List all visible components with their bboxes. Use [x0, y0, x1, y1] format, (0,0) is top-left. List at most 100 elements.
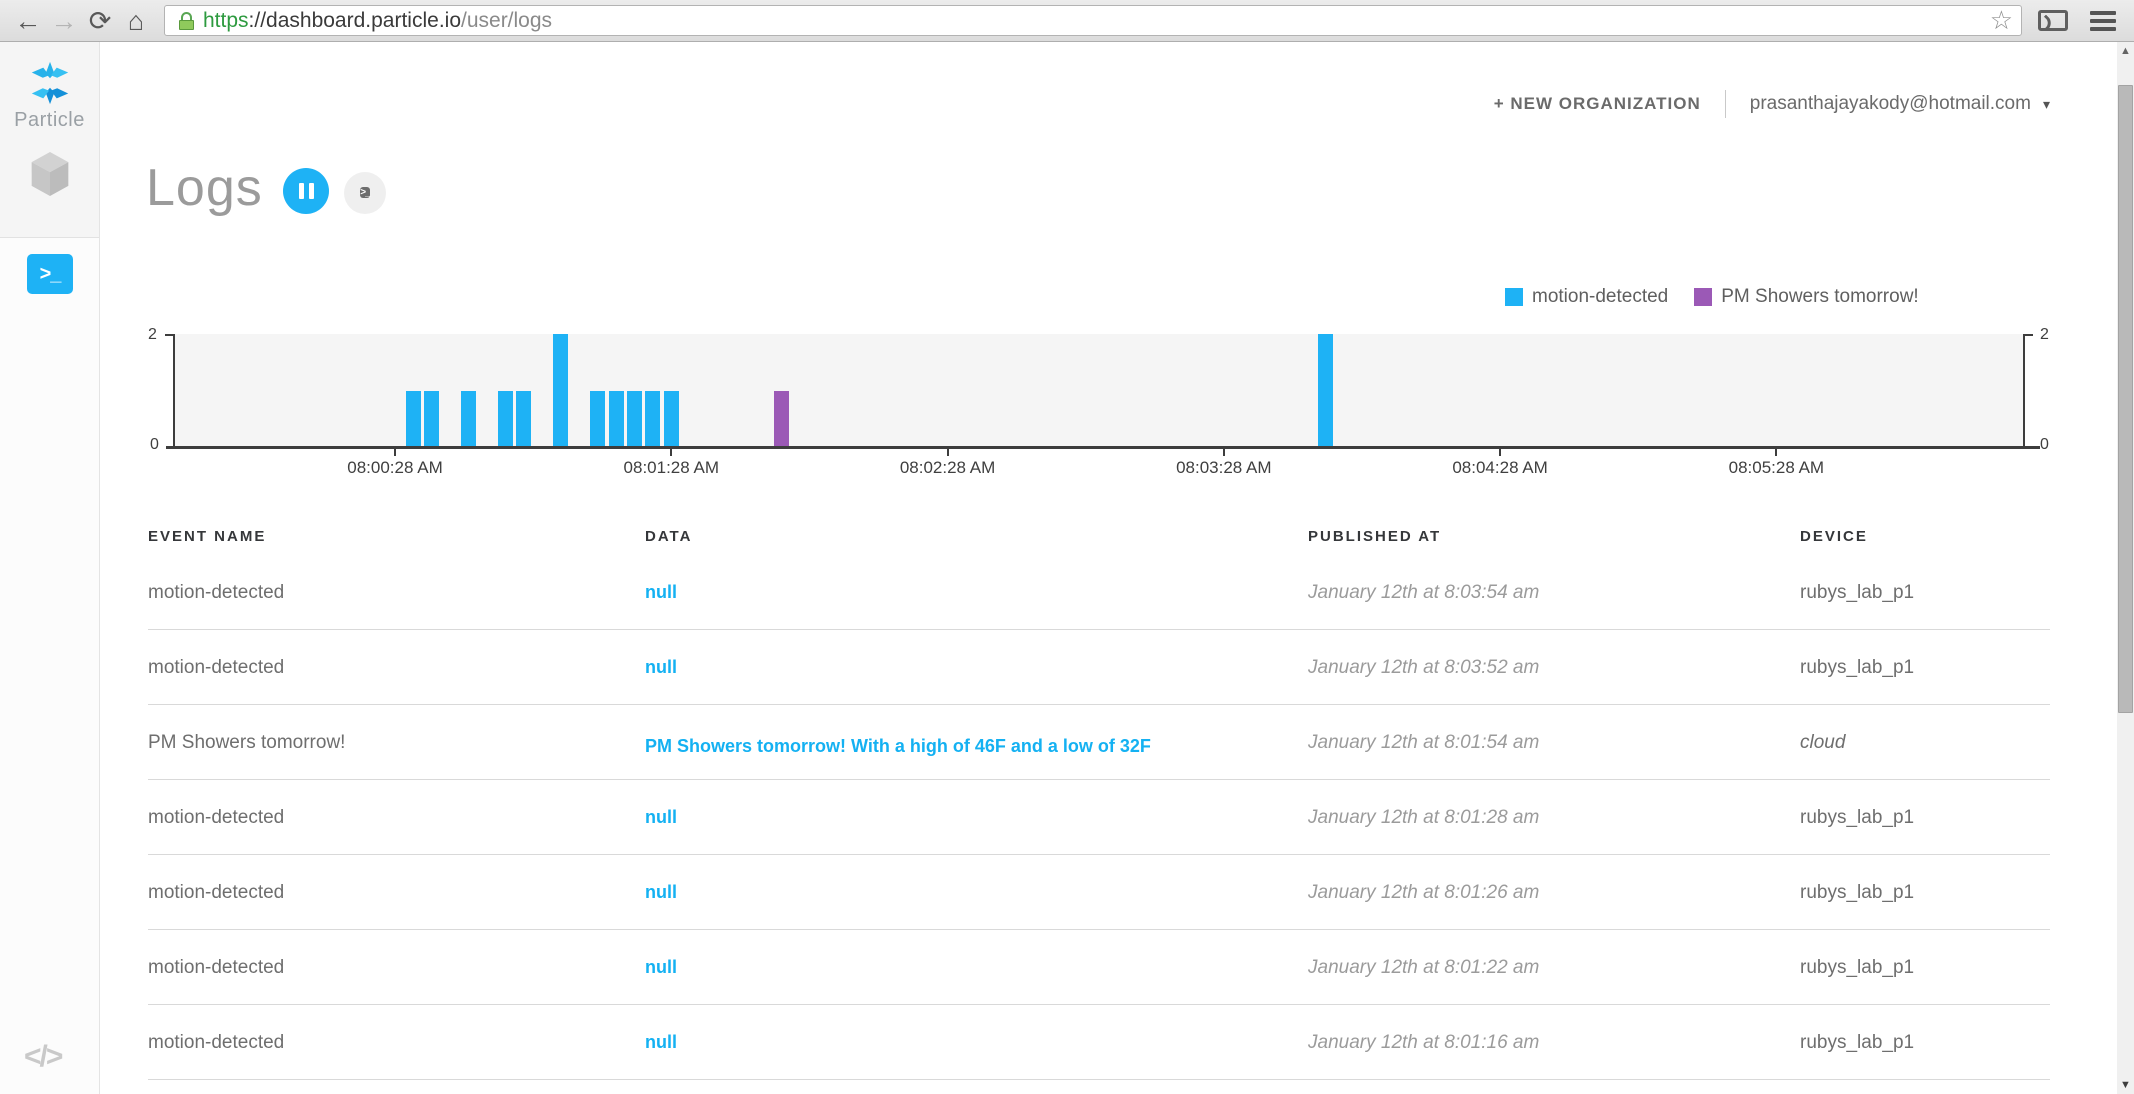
device-cell: rubys_lab_p1 [1800, 1032, 1915, 1053]
x-tick [946, 449, 949, 456]
table-row: motion-detected null January 12th at 8:0… [148, 930, 2050, 1005]
pause-button[interactable] [283, 168, 329, 214]
scroll-up-icon[interactable]: ▲ [2120, 45, 2131, 57]
table-header-row: EVENT NAME DATA PUBLISHED AT DEVICE [148, 528, 2050, 555]
x-tick-label: 08:03:28 AM [1176, 458, 1272, 477]
event-name-cell: motion-detected [148, 1032, 285, 1053]
legend-label: motion-detected [1532, 286, 1669, 307]
event-name-cell: motion-detected [148, 807, 285, 828]
event-frequency-chart [174, 334, 2025, 447]
published-at-cell: January 12th at 8:03:52 am [1308, 657, 1540, 678]
cast-icon[interactable] [2038, 10, 2068, 31]
y-axis-right [2023, 334, 2025, 446]
chart-bar [1317, 334, 1333, 447]
https-lock-icon[interactable] [179, 11, 194, 30]
account-email[interactable]: prasanthajayakody@hotmail.com [1749, 93, 2031, 114]
x-tick [1222, 449, 1225, 456]
scroll-down-icon[interactable]: ▼ [2120, 1079, 2131, 1091]
x-tick-label: 08:02:28 AM [899, 458, 996, 477]
y-tick-right [2024, 334, 2033, 336]
event-name-cell: PM Showers tomorrow! [148, 732, 346, 753]
event-name-cell: motion-detected [148, 882, 285, 903]
browser-menu-icon[interactable] [2090, 7, 2116, 35]
account-row: + NEW ORGANIZATION prasanthajayakody@hot… [1494, 88, 2050, 120]
data-cell[interactable]: null [645, 582, 677, 602]
legend-item[interactable]: motion-detected [1505, 286, 1694, 308]
published-at-cell: January 12th at 8:01:22 am [1308, 957, 1540, 978]
scrollbar-thumb[interactable] [2118, 85, 2133, 713]
chart-bar [461, 390, 477, 447]
sidebar: Particle >_ </> [0, 42, 100, 1094]
x-tick [394, 449, 396, 456]
device-cell: rubys_lab_p1 [1800, 807, 1915, 828]
chart-bar [608, 390, 624, 447]
chart-legend: motion-detected PM Showers tomorrow! [1505, 286, 1945, 308]
account-caret-icon[interactable]: ▾ [2042, 95, 2050, 112]
chart-bar [516, 390, 532, 447]
chart-bar [498, 390, 514, 447]
table-row: motion-detected null January 12th at 8:0… [148, 855, 2050, 930]
column-header-device: DEVICE [1800, 528, 1868, 545]
x-tick [1499, 449, 1502, 456]
event-name-cell: motion-detected [148, 657, 285, 678]
y-label-right-max: 2 [2040, 326, 2049, 343]
data-cell[interactable]: null [645, 1032, 677, 1052]
table-body: motion-detected null January 12th at 8:0… [148, 555, 2050, 1080]
chart-bar [553, 334, 569, 447]
url-scheme: https [203, 8, 249, 32]
device-cell: rubys_lab_p1 [1800, 657, 1915, 678]
event-name-cell: motion-detected [148, 582, 285, 603]
sidebar-item-logs-terminal-icon[interactable]: >_ [27, 254, 73, 294]
table-row: PM Showers tomorrow! PM Showers tomorrow… [148, 705, 2050, 780]
address-bar[interactable]: https://dashboard.particle.io/user/logs … [164, 5, 2022, 36]
device-cell: rubys_lab_p1 [1800, 882, 1915, 903]
new-organization-button[interactable]: + NEW ORGANIZATION [1493, 94, 1701, 113]
devices-cube-icon[interactable] [0, 150, 99, 203]
table-row: motion-detected null January 12th at 8:0… [148, 780, 2050, 855]
forward-icon[interactable]: → [50, 5, 78, 36]
chart-bar [645, 390, 661, 447]
data-cell[interactable]: null [645, 807, 677, 827]
device-cell: rubys_lab_p1 [1800, 957, 1915, 978]
legend-label: PM Showers tomorrow! [1721, 286, 1919, 307]
bookmark-star-icon[interactable]: ☆ [1989, 5, 2013, 35]
x-tick-label: 08:01:28 AM [623, 458, 720, 477]
column-header-data: DATA [645, 528, 693, 545]
brand-box: Particle [0, 42, 99, 238]
data-cell[interactable]: null [645, 882, 677, 902]
refresh-icon[interactable]: ⟳ [88, 5, 112, 36]
x-tick [670, 449, 673, 456]
table-row: motion-detected null January 12th at 8:0… [148, 1005, 2050, 1080]
brand-name: Particle [14, 109, 85, 131]
device-cell: cloud [1800, 732, 1846, 753]
page-scrollbar[interactable]: ▲ ▼ [2117, 42, 2134, 1094]
url-path: /user/logs [461, 8, 553, 32]
table-row: motion-detected null January 12th at 8:0… [148, 555, 2050, 630]
y-axis-left [173, 334, 175, 446]
legend-item[interactable]: PM Showers tomorrow! [1694, 286, 1944, 308]
device-cell: rubys_lab_p1 [1800, 582, 1915, 603]
particle-logo-icon[interactable] [0, 60, 99, 111]
y-label-left-max: 2 [148, 326, 157, 343]
x-tick-label: 08:04:28 AM [1452, 458, 1548, 477]
chart-bar [590, 390, 606, 447]
chart-bar [626, 390, 642, 447]
console-button[interactable]: >_ [344, 172, 386, 214]
y-tick-left [165, 334, 174, 336]
url-host: ://dashboard.particle.io [248, 8, 461, 32]
table-row: motion-detected null January 12th at 8:0… [148, 630, 2050, 705]
published-at-cell: January 12th at 8:03:54 am [1308, 582, 1540, 603]
back-icon[interactable]: ← [14, 5, 42, 36]
chart-bar [405, 390, 421, 447]
data-cell[interactable]: null [645, 957, 677, 977]
x-tick-label: 08:05:28 AM [1728, 458, 1825, 477]
data-cell[interactable]: null [645, 657, 677, 677]
column-header-published-at: PUBLISHED AT [1308, 528, 1442, 545]
published-at-cell: January 12th at 8:01:54 am [1308, 732, 1540, 753]
code-icon[interactable]: </> [24, 1040, 63, 1073]
home-icon[interactable]: ⌂ [127, 5, 145, 36]
page-title: Logs [146, 159, 263, 217]
published-at-cell: January 12th at 8:01:16 am [1308, 1032, 1540, 1053]
chart-bar [774, 390, 790, 447]
data-cell[interactable]: PM Showers tomorrow! With a high of 46F … [645, 736, 1151, 756]
